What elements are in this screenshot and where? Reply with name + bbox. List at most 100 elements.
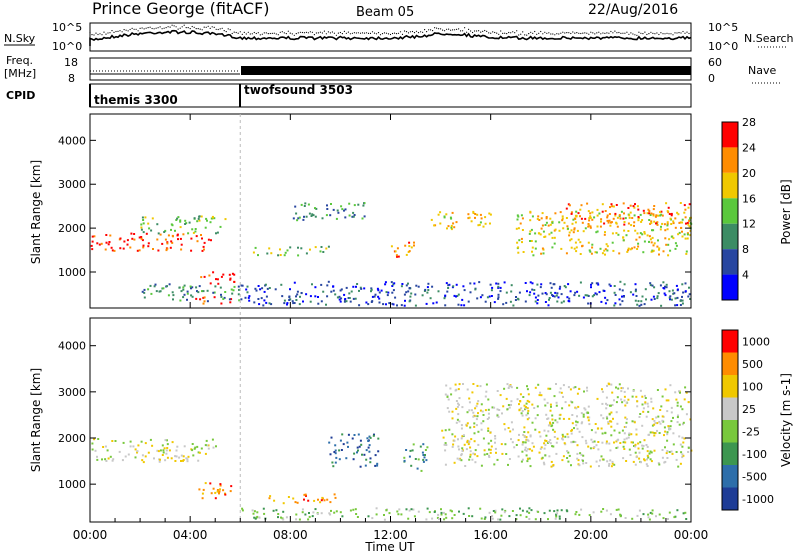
date-label: 22/Aug/2016: [588, 2, 678, 18]
velocity-y-axis-label: Slant Range [km]: [29, 368, 43, 472]
data-cluster-4: [141, 283, 241, 303]
beam-label: Beam 05: [356, 5, 414, 20]
colorbar-tick-2: 100: [742, 380, 763, 393]
data-cluster-6: [241, 507, 688, 521]
data-cluster-11: [240, 280, 692, 307]
velocity-colorbar: 1000 500 100 25 -25 -100 -500 -1000: [721, 329, 774, 511]
cpid-mode-1: twofsound 3503: [244, 83, 353, 97]
x-tick-label-3: 12:00: [373, 528, 408, 542]
data-cluster-3: [200, 271, 236, 285]
y-tick-label-1: 2000: [58, 222, 86, 235]
cpid-mode-0: themis 3300: [94, 93, 178, 107]
colorbar-segment-2: [722, 172, 738, 199]
data-cluster-7: [390, 241, 415, 258]
y-tick-label-0: 1000: [58, 266, 86, 279]
colorbar-tick-0: 4: [742, 269, 749, 282]
y-tick-label-3: 4000: [58, 134, 86, 147]
velocity-colorbar-label: Velocity [m s-1]: [779, 373, 793, 467]
data-cluster-1: [140, 215, 227, 235]
y-tick-label-2: 3000: [58, 178, 86, 191]
data-cluster-5: [252, 245, 330, 257]
data-cluster-5: [441, 382, 693, 468]
station-title: Prince George (fitACF): [92, 0, 270, 18]
data-cluster-2: [195, 296, 233, 305]
colorbar-segment-2: [722, 375, 738, 398]
data-cluster-0: [90, 232, 212, 252]
colorbar-tick-6: -500: [742, 470, 767, 483]
y-tick-label-0: 1000: [58, 478, 86, 491]
colorbar-segment-0: [722, 122, 738, 148]
noise-left-label: N.Sky: [4, 32, 36, 45]
data-cluster-6: [292, 202, 366, 222]
colorbar-tick-1: 8: [742, 243, 749, 256]
x-tick-label-5: 20:00: [574, 528, 609, 542]
colorbar-frame: [721, 329, 739, 511]
velocity-y-axis: 1000 2000 3000 4000: [58, 340, 691, 491]
colorbar-tick-4: -25: [742, 425, 760, 438]
colorbar-segment-5: [722, 442, 738, 465]
colorbar-segment-7: [722, 487, 738, 510]
velocity-panel-frame: [89, 317, 692, 523]
colorbar-tick-5: -100: [742, 448, 767, 461]
colorbar-segment-1: [722, 147, 738, 173]
noise-right-tick-bottom: 10^0: [708, 40, 738, 53]
x-tick-label-0: 00:00: [73, 528, 108, 542]
power-scatter-layer: [90, 202, 693, 307]
power-y-axis: 1000 2000 3000 4000: [58, 134, 691, 279]
sky-noise-trace: [89, 29, 692, 46]
colorbar-segment-1: [722, 352, 738, 375]
data-cluster-0: [91, 438, 217, 464]
x-tick-label-4: 16:00: [473, 528, 508, 542]
y-tick-label-1: 2000: [58, 432, 86, 445]
cpid-label: CPID: [6, 89, 35, 102]
x-tick-label-2: 08:00: [273, 528, 308, 542]
power-y-axis-label: Slant Range [km]: [29, 160, 43, 264]
colorbar-tick-5: 24: [742, 141, 756, 154]
power-colorbar: 4 8 12 16 20 24 28: [721, 116, 756, 301]
y-tick-label-2: 3000: [58, 386, 86, 399]
data-cluster-8: [430, 210, 492, 231]
colorbar-tick-7: -1000: [742, 493, 774, 506]
colorbar-tick-4: 20: [742, 167, 756, 180]
colorbar-segment-4: [722, 420, 738, 443]
time-x-axis: 00:00 04:00 08:00 12:00 16:00 20:00 00:00: [73, 114, 709, 542]
data-cluster-4: [403, 443, 429, 472]
noise-left-tick-top: 10^5: [52, 21, 82, 34]
cpid-panel-frame: [89, 83, 692, 108]
nave-label: Nave: [748, 64, 776, 77]
nave-tick-low: 0: [708, 72, 715, 85]
colorbar-tick-6: 28: [742, 116, 756, 129]
colorbar-segment-6: [722, 274, 738, 300]
nave-tick-high: 60: [708, 56, 722, 69]
noise-right-tick-top: 10^5: [708, 21, 738, 34]
power-panel-frame: [89, 113, 692, 309]
colorbar-segment-5: [722, 249, 738, 275]
noise-right-label: N.Search: [744, 32, 794, 45]
freq-tick-low: 8: [68, 72, 75, 85]
colorbar-segment-3: [722, 397, 738, 420]
freq-left-label: Freq.: [6, 54, 33, 67]
colorbar-segment-3: [722, 198, 738, 224]
colorbar-frame: [721, 121, 739, 301]
x-axis-label: Time UT: [364, 540, 415, 554]
data-cluster-9: [515, 210, 693, 257]
noise-traces: [89, 24, 692, 46]
colorbar-tick-0: 1000: [742, 335, 770, 348]
data-cluster-10: [565, 202, 692, 226]
search-noise-trace: [89, 24, 692, 37]
x-tick-label-6: 00:00: [674, 528, 709, 542]
colorbar-tick-1: 500: [742, 358, 763, 371]
data-cluster-1: [198, 482, 233, 500]
data-cluster-3: [328, 433, 380, 468]
noise-panel-frame: [89, 22, 692, 52]
freq-trace-late: [241, 66, 691, 75]
colorbar-tick-3: 16: [742, 192, 756, 205]
colorbar-tick-3: 25: [742, 403, 756, 416]
colorbar-segment-0: [722, 330, 738, 353]
freq-left-unit: [MHz]: [4, 67, 36, 80]
freq-traces: [90, 66, 691, 75]
colorbar-segment-6: [722, 465, 738, 488]
noise-left-tick-bottom: 10^0: [52, 40, 82, 53]
power-colorbar-label: Power [dB]: [779, 179, 793, 244]
